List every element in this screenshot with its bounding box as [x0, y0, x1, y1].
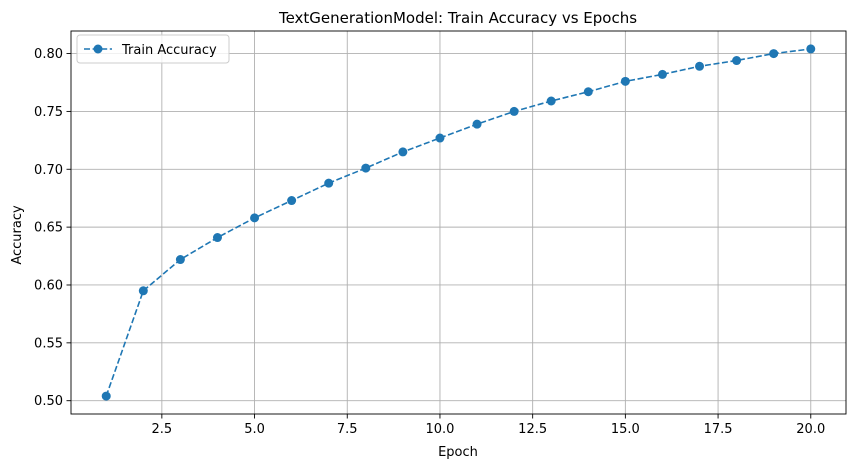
y-tick-label: 0.75: [34, 105, 63, 120]
y-tick-label: 0.55: [34, 336, 63, 351]
x-tick-label: 10.0: [425, 422, 454, 437]
y-tick-label: 0.65: [34, 221, 63, 236]
data-point: [583, 87, 593, 97]
data-point: [546, 96, 556, 106]
data-point: [398, 147, 408, 157]
x-tick-label: 17.5: [704, 422, 733, 437]
x-tick-label: 20.0: [796, 422, 825, 437]
data-point: [509, 106, 519, 116]
data-point: [138, 286, 148, 296]
plot-frame: [70, 30, 847, 415]
x-tick-label: 7.5: [337, 422, 358, 437]
series-line: [105, 48, 811, 397]
x-tick-label: 2.5: [152, 422, 173, 437]
chart-title: TextGenerationModel: Train Accuracy vs E…: [278, 9, 637, 27]
grid: [71, 31, 846, 414]
data-point: [250, 213, 260, 223]
legend: Train Accuracy: [76, 34, 230, 64]
data-point: [361, 163, 371, 173]
legend-marker-swatch: [93, 44, 103, 54]
data-point: [620, 76, 630, 86]
data-point: [732, 56, 742, 66]
data-point: [806, 44, 816, 54]
y-tick-label: 0.60: [34, 278, 63, 293]
data-point: [472, 119, 482, 129]
x-axis-label: Epoch: [438, 445, 478, 460]
x-tick-label: 12.5: [518, 422, 547, 437]
data-point: [695, 61, 705, 71]
x-tick-label: 15.0: [611, 422, 640, 437]
legend-box: [76, 34, 230, 64]
data-point: [657, 69, 667, 79]
data-point: [212, 233, 222, 243]
x-tick-label: 5.0: [244, 422, 265, 437]
data-point: [769, 49, 779, 59]
data-point: [435, 133, 445, 143]
data-point: [324, 178, 334, 188]
series-layer: [101, 44, 816, 401]
y-tick-label: 0.50: [34, 394, 63, 409]
data-point: [101, 391, 111, 401]
data-point: [287, 196, 297, 206]
data-point: [175, 255, 185, 265]
y-tick-label: 0.70: [34, 163, 63, 178]
y-tick-label: 0.80: [34, 47, 63, 62]
y-axis-label: Accuracy: [10, 205, 25, 265]
axes: 2.5 5.0 7.5 10.0 12.5 15.0 17.5 20.0 0.50 0.55 0.6…: [34, 47, 825, 437]
legend-label: Train Accuracy: [121, 43, 217, 58]
